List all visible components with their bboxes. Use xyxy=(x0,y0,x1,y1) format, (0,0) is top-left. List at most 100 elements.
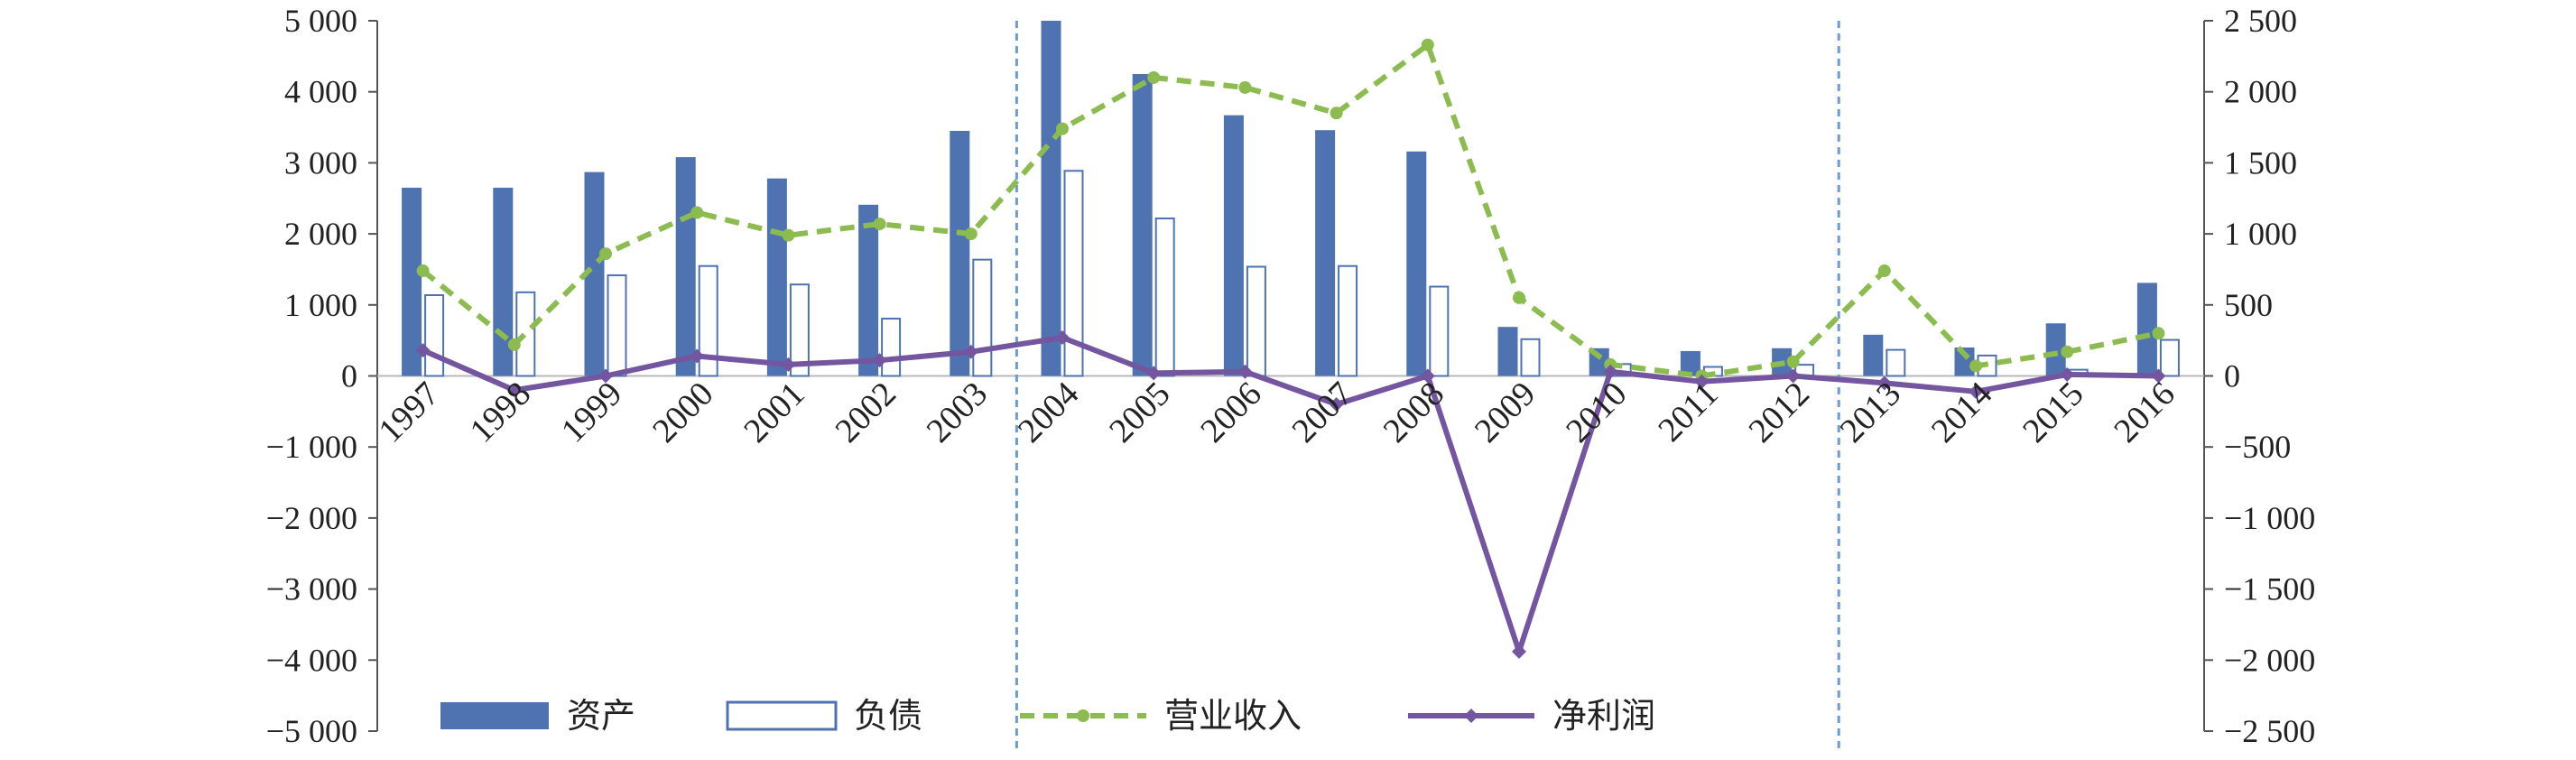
x-category-label: 2000 xyxy=(645,375,720,450)
y-right-tick-label: 2 000 xyxy=(2224,74,2297,110)
bar-assets-2006 xyxy=(1223,115,1244,376)
point-net-profit-1998 xyxy=(506,383,522,398)
point-net-profit-2011 xyxy=(1694,374,1710,389)
point-revenue-2004 xyxy=(1056,122,1069,135)
y-right-tick-label: −1 000 xyxy=(2224,500,2315,536)
point-revenue-2003 xyxy=(964,227,978,241)
legend-label: 营业收入 xyxy=(1164,696,1302,736)
axes: −5 000 −4 000 −3 000 −2 000 −1 000 0 1 000 2 00… xyxy=(266,3,2316,749)
legend-swatch-assets xyxy=(440,702,549,729)
y-left-tick-label: 0 xyxy=(341,358,357,394)
bar-liabilities-2004 xyxy=(1063,170,1084,377)
y-right-tick-label: −1 500 xyxy=(2224,571,2315,607)
point-revenue-2013 xyxy=(1877,264,1891,278)
bar-liabilities-2009 xyxy=(1520,338,1541,377)
bar-assets-2001 xyxy=(766,178,787,376)
y-left-tick-label: 4 000 xyxy=(284,74,357,110)
y-left-tick-label: −3 000 xyxy=(266,571,357,607)
bar-liabilities-2002 xyxy=(881,317,902,377)
bar-liabilities-2008 xyxy=(1429,285,1450,377)
point-revenue-2012 xyxy=(1786,355,1800,368)
legend-marker-net-profit xyxy=(1464,709,1478,723)
point-net-profit-2006 xyxy=(1237,364,1253,379)
line-revenue xyxy=(421,42,2159,379)
x-category-label: 2015 xyxy=(2015,375,2090,450)
legend-label: 净利润 xyxy=(1552,696,1655,736)
bar-assets-2007 xyxy=(1315,130,1336,376)
point-net-profit-2002 xyxy=(872,353,887,368)
bar-liabilities-2001 xyxy=(789,283,810,377)
bar-assets-2014 xyxy=(1954,348,1975,376)
x-category-label: 2010 xyxy=(1559,375,1634,450)
bar-assets-1997 xyxy=(402,187,422,376)
bar-assets-2008 xyxy=(1406,151,1427,376)
point-net-profit-2003 xyxy=(963,344,978,359)
point-net-profit-2015 xyxy=(2060,366,2075,382)
point-revenue-2000 xyxy=(690,206,704,219)
point-net-profit-2001 xyxy=(781,357,796,372)
period-dividers xyxy=(1015,21,1840,749)
bar-assets-2015 xyxy=(2045,323,2066,376)
point-net-profit-2000 xyxy=(690,348,705,364)
y-left-tick-label: −1 000 xyxy=(266,429,357,465)
lines xyxy=(415,38,2166,659)
bar-liabilities-2013 xyxy=(1886,348,1906,377)
bar-assets-2009 xyxy=(1497,327,1518,376)
bar-assets-2002 xyxy=(858,204,879,376)
bar-liabilities-2006 xyxy=(1246,265,1266,377)
bar-assets-1999 xyxy=(584,171,605,376)
bar-assets-2013 xyxy=(1863,334,1884,376)
bar-liabilities-2016 xyxy=(2159,338,2180,377)
point-revenue-2006 xyxy=(1238,80,1252,94)
point-net-profit-2004 xyxy=(1055,330,1070,346)
point-net-profit-1997 xyxy=(415,343,431,358)
x-category-label: 2001 xyxy=(737,375,811,450)
bar-liabilities-1999 xyxy=(607,273,627,377)
point-net-profit-2012 xyxy=(1785,368,1801,384)
point-net-profit-2008 xyxy=(1420,368,1435,384)
point-net-profit-2016 xyxy=(2151,368,2166,384)
y-left-tick-label: −4 000 xyxy=(266,642,357,678)
x-category-label: 2004 xyxy=(1011,375,1086,450)
x-category-label: 2007 xyxy=(1285,375,1360,450)
point-revenue-1997 xyxy=(416,264,430,278)
point-revenue-2008 xyxy=(1421,38,1434,51)
y-left-tick-label: 1 000 xyxy=(284,287,357,323)
y-left-tick-label: 5 000 xyxy=(284,3,357,39)
y-right-tick-label: 1 000 xyxy=(2224,216,2297,252)
bar-liabilities-2003 xyxy=(972,258,993,377)
bar-assets-2011 xyxy=(1680,350,1700,376)
point-revenue-2002 xyxy=(873,218,886,231)
y-right-tick-label: 2 500 xyxy=(2224,3,2297,39)
bar-liabilities-1998 xyxy=(515,291,536,377)
x-category-label: 2005 xyxy=(1102,375,1177,450)
bar-liabilities-1997 xyxy=(424,293,445,377)
x-category-label: 2016 xyxy=(2107,375,2182,450)
point-revenue-2014 xyxy=(1969,359,1982,373)
legend: 资产 负债 营业收入 净利润 xyxy=(440,696,1655,736)
x-category-label: 2002 xyxy=(829,375,903,450)
line-net-profit xyxy=(422,335,2159,654)
y-right-tick-label: −2 500 xyxy=(2224,713,2315,749)
bar-assets-2016 xyxy=(2136,283,2157,376)
y-left-tick-label: 3 000 xyxy=(284,144,357,181)
x-category-label: 2009 xyxy=(1468,375,1543,450)
x-category-label: 2006 xyxy=(1193,375,1268,450)
y-right-tick-label: 1 500 xyxy=(2224,144,2297,181)
bar-assets-2000 xyxy=(675,157,696,376)
bar-assets-2004 xyxy=(1041,21,1061,376)
point-revenue-2001 xyxy=(782,228,795,242)
legend-label: 资产 xyxy=(567,696,635,736)
point-revenue-1998 xyxy=(507,338,521,351)
point-revenue-2009 xyxy=(1513,291,1525,304)
point-net-profit-2007 xyxy=(1329,396,1344,412)
point-net-profit-2010 xyxy=(1603,364,1618,379)
y-left-tick-label: −5 000 xyxy=(266,713,357,749)
y-right-tick-label: −2 000 xyxy=(2224,642,2315,678)
legend-swatch-liabilities xyxy=(726,700,838,731)
point-net-profit-1999 xyxy=(598,368,613,384)
point-revenue-2015 xyxy=(2061,345,2074,358)
y-right-tick-label: 0 xyxy=(2224,358,2240,394)
